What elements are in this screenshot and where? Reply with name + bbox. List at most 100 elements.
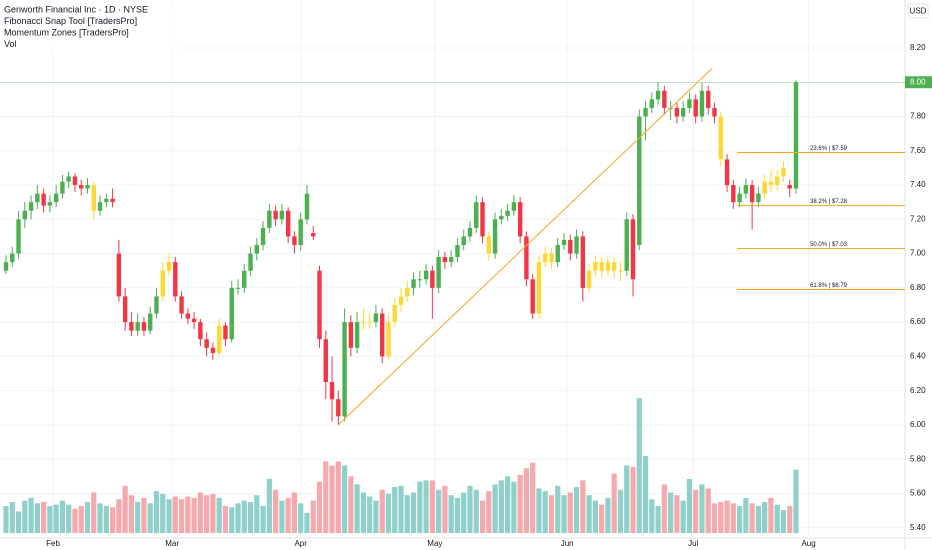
volume-bar: [367, 496, 373, 533]
volume-bar: [66, 504, 72, 533]
candle-body: [749, 185, 755, 203]
y-tick-label: 6.80: [910, 283, 926, 292]
candle-body: [524, 236, 529, 280]
candle-body: [574, 236, 579, 254]
volume-bar: [611, 473, 617, 533]
volume-bar: [3, 506, 9, 533]
volume-bar: [454, 497, 461, 533]
volume-bar: [404, 495, 410, 533]
candle-body: [411, 279, 416, 288]
candle-body: [216, 325, 222, 353]
candle-body: [743, 185, 749, 194]
volume-bar: [316, 481, 323, 533]
candle-body: [724, 159, 730, 186]
candle-body: [442, 257, 448, 263]
volume-bar: [711, 503, 718, 533]
candle-body: [179, 296, 184, 314]
volume-bar: [536, 488, 542, 533]
volume-bar: [59, 500, 66, 533]
candle-body: [543, 253, 548, 263]
y-tick-label: 7.40: [910, 180, 926, 189]
candle-body: [242, 270, 247, 288]
volume-bar: [97, 503, 103, 533]
candle-body: [549, 253, 554, 263]
candle-body: [380, 313, 385, 357]
volume-bar: [467, 485, 473, 533]
volume-bar: [423, 480, 429, 533]
candle-body: [323, 339, 328, 383]
volume-bar: [580, 480, 586, 533]
indicator-label: Fibonacci Snap Tool [TradersPro]: [4, 16, 137, 26]
y-tick-label: 6.00: [910, 420, 926, 429]
candle-body: [655, 90, 661, 100]
volume-bar: [492, 484, 498, 533]
candle-body: [731, 185, 736, 203]
candle-body: [72, 176, 78, 186]
candle-body: [285, 210, 291, 237]
fib-label: 23.6% | $7.59: [810, 146, 848, 152]
currency-box[interactable]: [907, 3, 929, 19]
currency[interactable]: USD: [910, 7, 927, 16]
candle-body: [198, 322, 203, 340]
y-tick-label: 6.20: [910, 386, 926, 395]
volume-bar: [461, 492, 467, 533]
candle-body: [329, 382, 335, 400]
candle-body: [486, 236, 491, 254]
volume-bar: [9, 501, 15, 533]
candle-body: [91, 185, 96, 211]
volume-bar: [636, 398, 642, 533]
candle-body: [210, 347, 216, 353]
volume-bar: [398, 485, 404, 533]
candle-body: [561, 239, 567, 246]
last-price-box: [905, 76, 932, 89]
indicator-label: Momentum Zones [TradersPro]: [4, 27, 129, 37]
indicator-label: Vol: [4, 39, 17, 49]
candle-body: [28, 202, 34, 211]
volume-bar: [147, 503, 153, 533]
candle-body: [568, 239, 573, 254]
chart-title: Genworth Financial Inc · 1D · NYSE: [4, 4, 148, 14]
volume-bar: [222, 506, 229, 533]
volume-bar: [736, 506, 743, 533]
candle-body: [762, 181, 767, 194]
y-tick-label: 5.40: [910, 523, 926, 532]
candle-body: [317, 270, 322, 340]
volume-bar: [360, 492, 366, 533]
volume-bar: [153, 491, 160, 533]
candle-body: [461, 236, 466, 246]
volume-bar: [705, 488, 711, 533]
candle-body: [706, 90, 711, 108]
y-tick-label: 5.60: [910, 489, 926, 498]
candle-body: [536, 262, 542, 314]
volume-bar: [235, 503, 241, 533]
volume-bar: [172, 496, 178, 533]
candle-body: [787, 185, 792, 189]
candle-body: [474, 202, 479, 228]
candle-body: [3, 262, 9, 271]
volume-bar: [573, 487, 580, 533]
volume-bar: [479, 500, 486, 533]
volume-bar: [128, 495, 134, 533]
candle-body: [392, 304, 397, 323]
candle-body: [599, 262, 604, 271]
volume-bar: [34, 503, 40, 533]
y-tick-label: 6.60: [910, 317, 926, 326]
candle-body: [517, 202, 523, 237]
candle-body: [235, 287, 241, 289]
candle-body: [10, 253, 15, 263]
volume-bar: [91, 492, 97, 533]
candle-body: [436, 257, 441, 288]
x-tick-label: Jul: [688, 539, 698, 548]
candle-body: [304, 193, 310, 220]
volume-bar: [304, 512, 310, 533]
candle-body: [154, 296, 159, 314]
candle-body: [173, 262, 178, 297]
candle-body: [129, 322, 134, 331]
volume-bar: [417, 481, 423, 533]
x-tick-label: Mar: [165, 539, 179, 548]
volume-bar: [241, 500, 247, 533]
volume-bar: [385, 493, 392, 533]
candle-body: [793, 82, 799, 189]
x-tick-label: May: [427, 539, 442, 548]
candle-body: [148, 313, 153, 331]
